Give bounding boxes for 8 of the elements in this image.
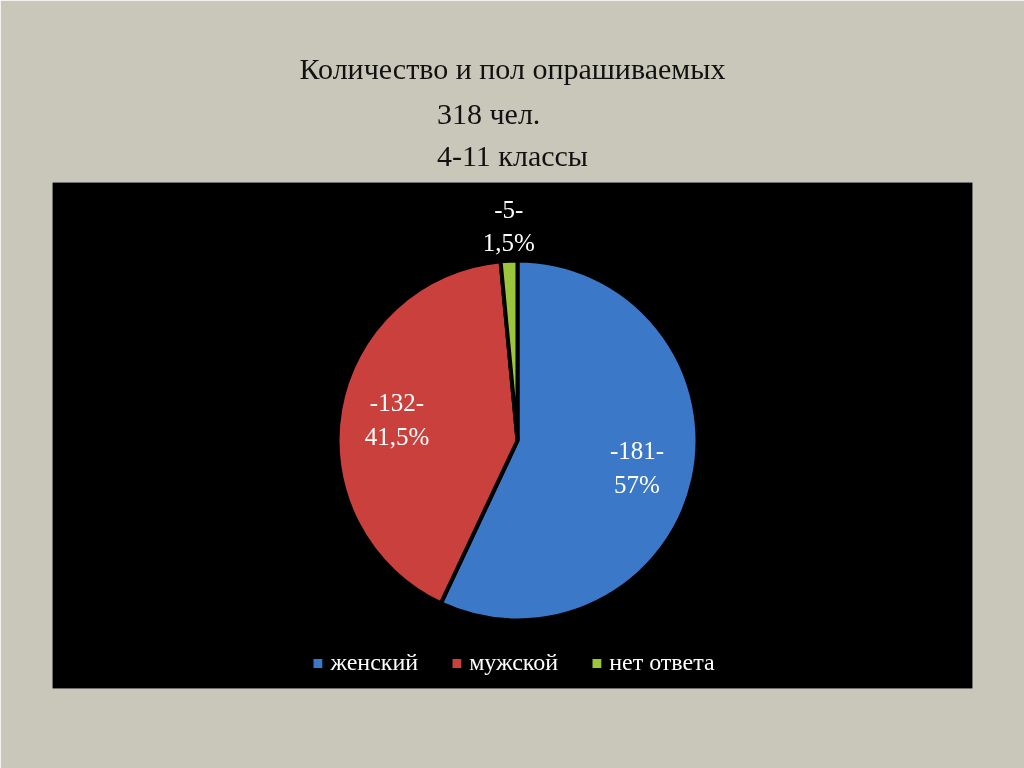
legend-label: нет ответа [609, 649, 715, 676]
legend-label: мужской [469, 649, 559, 676]
chart-title: Количество и пол опрашиваемых [299, 51, 726, 85]
legend-label: женский [330, 649, 419, 676]
chart-subtitle: 318 чел. 4-11 классы [436, 97, 589, 172]
data-label: -132- 41,5% [364, 389, 430, 450]
data-label: -181- 57% [609, 436, 665, 498]
data-label: -5- 1,5% [482, 196, 535, 256]
